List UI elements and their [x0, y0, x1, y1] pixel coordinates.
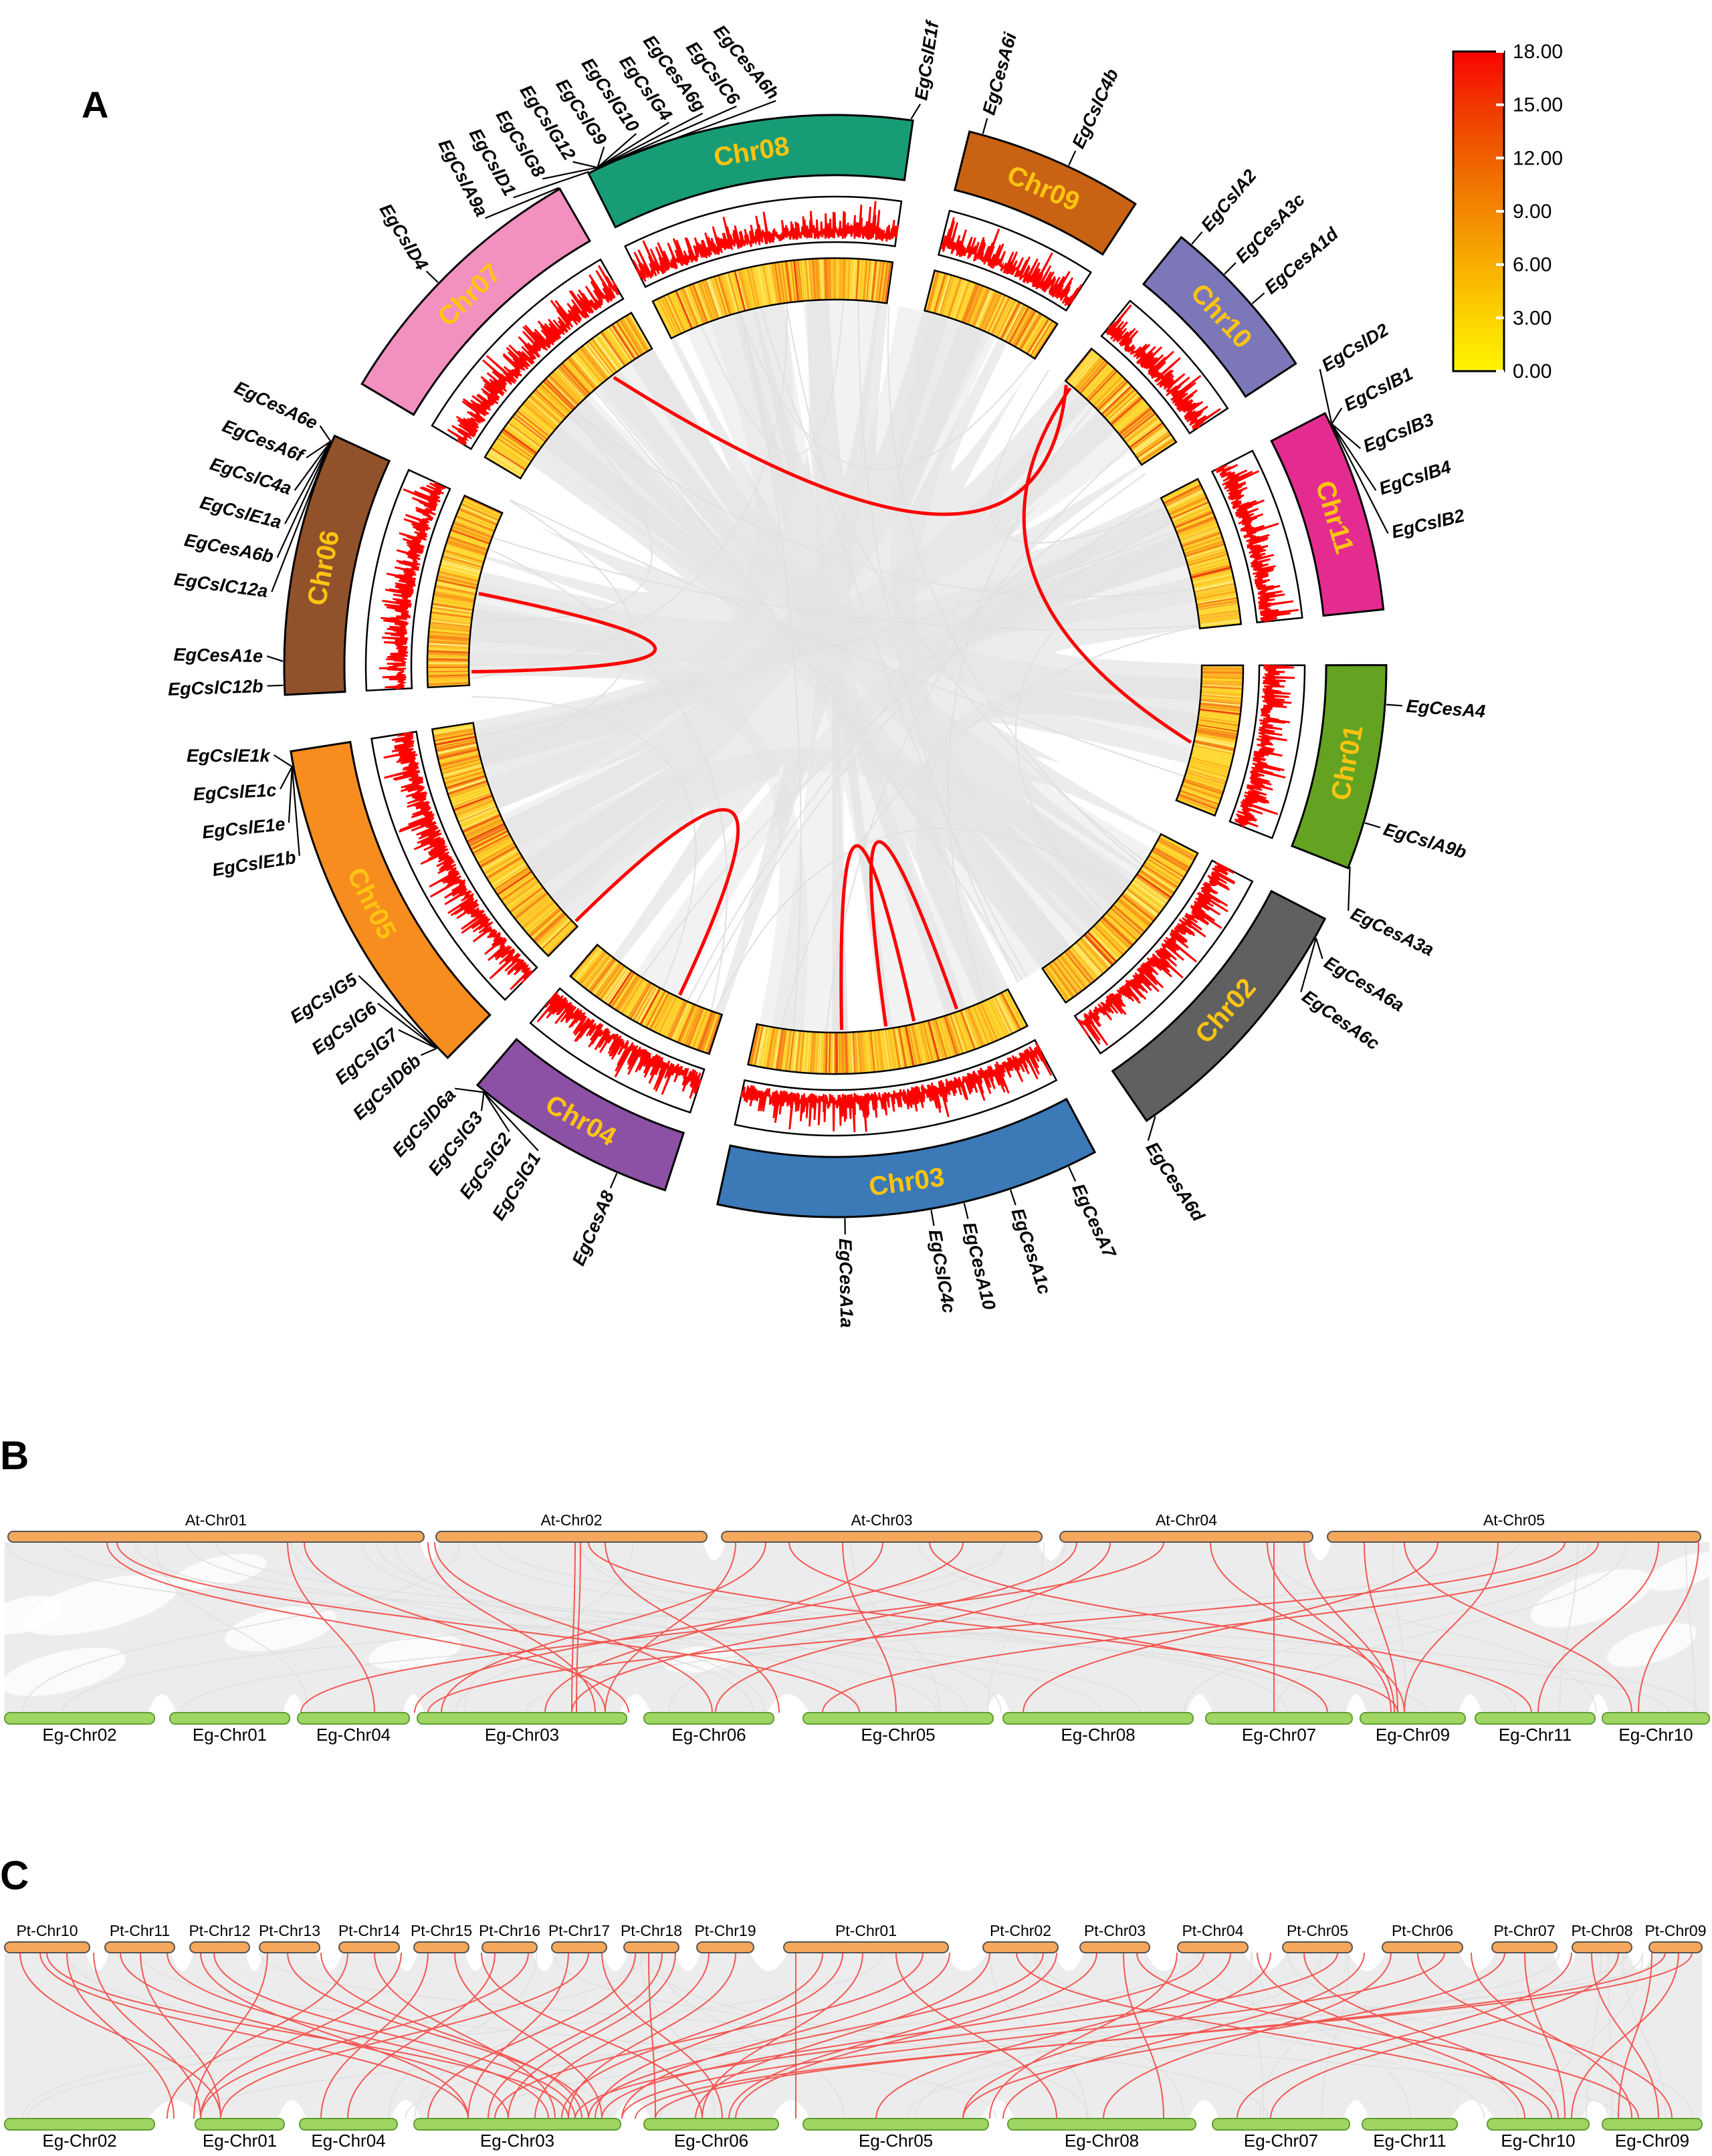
svg-text:Eg-Chr01: Eg-Chr01 — [203, 2131, 277, 2151]
svg-text:Pt-Chr05: Pt-Chr05 — [1287, 1922, 1348, 1939]
svg-text:Eg-Chr08: Eg-Chr08 — [1061, 1725, 1135, 1745]
svg-text:Eg-Chr03: Eg-Chr03 — [485, 1725, 559, 1745]
svg-text:0.00: 0.00 — [1513, 360, 1552, 383]
svg-text:EgCesA1e: EgCesA1e — [173, 645, 263, 666]
svg-text:Pt-Chr08: Pt-Chr08 — [1571, 1922, 1632, 1939]
svg-text:At-Chr02: At-Chr02 — [540, 1511, 602, 1529]
svg-text:EgCslC12b: EgCslC12b — [168, 676, 264, 699]
svg-text:Eg-Chr09: Eg-Chr09 — [1615, 2131, 1689, 2151]
svg-text:Pt-Chr01: Pt-Chr01 — [835, 1922, 897, 1939]
svg-text:Eg-Chr08: Eg-Chr08 — [1065, 2131, 1139, 2151]
svg-text:Pt-Chr15: Pt-Chr15 — [411, 1922, 472, 1939]
svg-text:Eg-Chr02: Eg-Chr02 — [42, 1725, 116, 1745]
svg-text:Pt-Chr16: Pt-Chr16 — [479, 1922, 540, 1939]
svg-text:A: A — [82, 84, 108, 126]
svg-text:Eg-Chr02: Eg-Chr02 — [42, 2131, 116, 2151]
svg-text:At-Chr04: At-Chr04 — [1156, 1511, 1217, 1529]
svg-text:Pt-Chr17: Pt-Chr17 — [548, 1922, 610, 1939]
svg-text:Pt-Chr07: Pt-Chr07 — [1493, 1922, 1555, 1939]
svg-text:EgCesA1a: EgCesA1a — [835, 1238, 857, 1328]
svg-text:Pt-Chr19: Pt-Chr19 — [694, 1922, 756, 1939]
svg-text:15.00: 15.00 — [1513, 94, 1563, 116]
svg-text:Eg-Chr01: Eg-Chr01 — [193, 1725, 267, 1745]
svg-text:B: B — [0, 1433, 29, 1478]
svg-text:At-Chr03: At-Chr03 — [851, 1511, 912, 1529]
svg-text:Eg-Chr05: Eg-Chr05 — [861, 1725, 935, 1745]
svg-text:Pt-Chr06: Pt-Chr06 — [1392, 1922, 1453, 1939]
svg-text:Pt-Chr02: Pt-Chr02 — [990, 1922, 1051, 1939]
svg-text:Pt-Chr09: Pt-Chr09 — [1644, 1922, 1706, 1939]
svg-text:Eg-Chr05: Eg-Chr05 — [859, 2131, 933, 2151]
svg-text:At-Chr05: At-Chr05 — [1483, 1511, 1545, 1529]
svg-text:18.00: 18.00 — [1513, 41, 1563, 63]
svg-text:Eg-Chr07: Eg-Chr07 — [1244, 2131, 1318, 2151]
svg-text:Pt-Chr14: Pt-Chr14 — [338, 1922, 400, 1939]
svg-text:Pt-Chr11: Pt-Chr11 — [110, 1922, 170, 1939]
svg-text:Eg-Chr09: Eg-Chr09 — [1376, 1725, 1450, 1745]
svg-text:Eg-Chr10: Eg-Chr10 — [1618, 1725, 1693, 1745]
svg-text:At-Chr01: At-Chr01 — [185, 1511, 247, 1529]
svg-text:6.00: 6.00 — [1513, 254, 1552, 276]
svg-text:Pt-Chr12: Pt-Chr12 — [189, 1922, 250, 1939]
svg-text:Eg-Chr04: Eg-Chr04 — [311, 2131, 385, 2151]
svg-text:C: C — [0, 1853, 29, 1898]
svg-text:Pt-Chr18: Pt-Chr18 — [621, 1922, 682, 1939]
svg-text:Eg-Chr04: Eg-Chr04 — [316, 1725, 391, 1745]
svg-text:Eg-Chr07: Eg-Chr07 — [1242, 1725, 1316, 1745]
svg-text:3.00: 3.00 — [1513, 307, 1552, 329]
svg-text:Eg-Chr11: Eg-Chr11 — [1373, 2131, 1446, 2151]
svg-text:12.00: 12.00 — [1513, 147, 1563, 169]
svg-text:Eg-Chr06: Eg-Chr06 — [671, 1725, 746, 1745]
svg-text:9.00: 9.00 — [1513, 201, 1552, 223]
svg-text:Pt-Chr03: Pt-Chr03 — [1084, 1922, 1146, 1939]
svg-text:Eg-Chr06: Eg-Chr06 — [674, 2131, 748, 2151]
svg-text:Pt-Chr13: Pt-Chr13 — [259, 1922, 320, 1939]
svg-text:Eg-Chr10: Eg-Chr10 — [1501, 2131, 1575, 2151]
svg-text:EgCslE1k: EgCslE1k — [187, 746, 272, 766]
svg-text:Pt-Chr04: Pt-Chr04 — [1182, 1922, 1243, 1939]
svg-text:Eg-Chr03: Eg-Chr03 — [480, 2131, 554, 2151]
svg-text:Eg-Chr11: Eg-Chr11 — [1499, 1725, 1572, 1745]
svg-text:Pt-Chr10: Pt-Chr10 — [16, 1922, 78, 1939]
